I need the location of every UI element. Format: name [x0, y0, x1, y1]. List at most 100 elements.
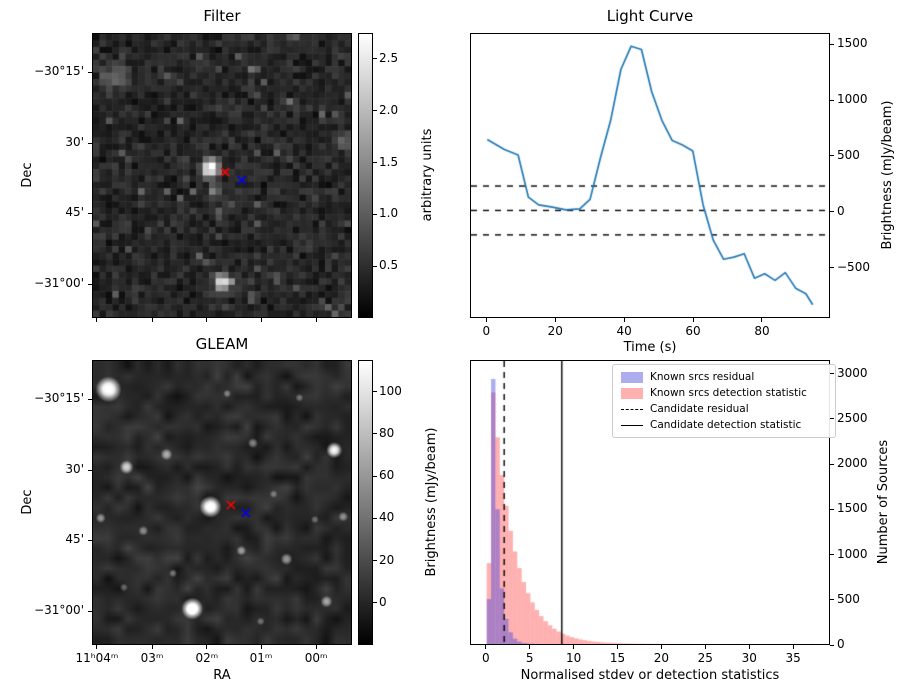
histogram-y-tick — [830, 373, 834, 375]
histogram-x-tick-label: 0 — [481, 651, 490, 665]
lightcurve-x-tick-label: 60 — [685, 324, 701, 338]
gleam-y-tick — [88, 469, 92, 471]
histogram-x-tick-label: 20 — [653, 651, 670, 665]
lightcurve-x-tick-label: 80 — [754, 324, 770, 338]
gleam-image-plot — [92, 360, 352, 645]
gleam-x-tick-label: 00ᵐ — [304, 651, 328, 665]
legend-swatch-known-detstat-icon — [621, 387, 643, 399]
gleam-x-tick — [315, 645, 317, 649]
gleam-x-tick — [151, 645, 153, 649]
gleam-cbar-tick-label: 40 — [379, 510, 395, 525]
gleam-x-tick — [96, 645, 98, 649]
filter-y-tick-label: 45' — [65, 205, 84, 220]
gleam-cbar-tick-label: 0 — [379, 594, 387, 609]
filter-cbar-tick — [373, 213, 377, 215]
lightcurve-x-tick — [761, 318, 763, 322]
lightcurve-y-tick-label: −500 — [837, 259, 870, 274]
gleam-cbar-tick-label: 100 — [379, 383, 402, 398]
lightcurve-xlabel: Time (s) — [623, 340, 677, 355]
filter-image-canvas — [93, 34, 351, 317]
lightcurve-y-tick — [830, 99, 834, 101]
filter-cbar-tick-label: 2.5 — [379, 50, 399, 65]
legend-item-known-detstat: Known srcs detection statistic — [621, 387, 827, 399]
lightcurve-x-tick — [554, 318, 556, 322]
legend-label: Candidate detection statistic — [650, 419, 802, 431]
histogram-y-tick-label: 500 — [837, 591, 860, 606]
legend-item-known-residual: Known srcs residual — [621, 371, 827, 383]
filter-image-plot — [92, 33, 352, 318]
gleam-y-tick — [88, 539, 92, 541]
filter-title: Filter — [203, 7, 241, 25]
histogram-x-tick — [704, 645, 706, 649]
histogram-y-tick-label: 1000 — [837, 546, 868, 561]
lightcurve-x-tick — [623, 318, 625, 322]
filter-x-tick — [206, 318, 208, 322]
filter-cbar-tick-label: 2.0 — [379, 102, 399, 117]
histogram-x-tick — [660, 645, 662, 649]
histogram-y-tick-label: 2500 — [837, 410, 868, 425]
histogram-x-tick — [792, 645, 794, 649]
filter-colorbar — [358, 33, 373, 318]
filter-cbar-tick — [373, 162, 377, 164]
histogram-x-tick-label: 15 — [609, 651, 626, 665]
lightcurve-y-tick-label: 500 — [837, 147, 860, 162]
histogram-x-tick-label: 25 — [697, 651, 713, 665]
histogram-ylabel: Number of Sources — [876, 439, 891, 565]
legend-label: Candidate residual — [650, 403, 749, 415]
gleam-y-tick — [88, 398, 92, 400]
filter-x-tick — [315, 318, 317, 322]
gleam-x-tick-label: 01ᵐ — [249, 651, 273, 665]
lightcurve-x-tick-label: 20 — [547, 324, 563, 338]
filter-cbar-label: arbitrary units — [420, 128, 435, 222]
histogram-y-tick-label: 0 — [837, 637, 845, 651]
histogram-y-tick — [830, 418, 834, 420]
gleam-cbar-tick — [373, 391, 377, 393]
gleam-y-tick-label: −31°00' — [34, 603, 84, 618]
gleam-xlabel: RA — [213, 668, 231, 683]
gleam-cbar-tick — [373, 602, 377, 604]
gleam-x-tick-label: 02ᵐ — [195, 651, 219, 665]
legend-solid-line-icon — [621, 424, 643, 426]
filter-x-tick — [96, 318, 98, 322]
lightcurve-y-tick — [830, 211, 834, 213]
lightcurve-title: Light Curve — [606, 7, 694, 25]
lightcurve-plot — [470, 33, 830, 318]
filter-cbar-tick — [373, 265, 377, 267]
histogram-xlabel: Normalised stdev or detection statistics — [520, 668, 780, 683]
filter-cbar-tick — [373, 110, 377, 112]
histogram-x-tick — [529, 645, 531, 649]
gleam-cbar-label: Brightness (mJy/beam) — [424, 427, 439, 577]
histogram-x-tick — [617, 645, 618, 649]
gleam-y-tick-label: 45' — [65, 532, 84, 547]
gleam-x-tick — [206, 645, 208, 649]
filter-x-tick — [260, 318, 262, 322]
legend-item-candidate-residual: Candidate residual — [621, 403, 827, 415]
lightcurve-y-tick — [830, 267, 834, 269]
histogram-x-tick — [573, 645, 575, 649]
histogram-y-tick — [830, 463, 834, 465]
legend-label: Known srcs detection statistic — [650, 387, 807, 399]
histogram-y-tick-label: 3000 — [837, 365, 868, 380]
histogram-x-tick-label: 35 — [785, 651, 801, 665]
lightcurve-y-tick-label: 1500 — [837, 36, 868, 51]
filter-cbar-tick-label: 1.0 — [379, 206, 399, 221]
filter-y-tick — [88, 212, 92, 214]
histogram-legend: Known srcs residual Known srcs detection… — [612, 364, 836, 438]
lightcurve-canvas — [471, 34, 829, 317]
gleam-x-tick-label: 11ʰ04ᵐ — [75, 651, 119, 665]
gleam-y-tick — [88, 610, 92, 612]
filter-cbar-tick — [373, 58, 377, 60]
filter-y-tick — [88, 71, 92, 73]
gleam-y-tick-label: 30' — [65, 462, 84, 476]
gleam-x-tick-label: 03ᵐ — [140, 651, 164, 665]
filter-y-tick-label: −30°15' — [34, 64, 84, 79]
gleam-title: GLEAM — [195, 335, 249, 353]
legend-item-candidate-detstat: Candidate detection statistic — [621, 419, 827, 431]
histogram-x-tick — [485, 645, 487, 649]
histogram-x-tick — [748, 645, 750, 649]
gleam-cbar-tick-label: 80 — [379, 425, 395, 440]
histogram-y-tick-label: 1500 — [837, 501, 868, 516]
histogram-y-tick — [830, 508, 834, 510]
histogram-y-tick — [830, 599, 834, 601]
